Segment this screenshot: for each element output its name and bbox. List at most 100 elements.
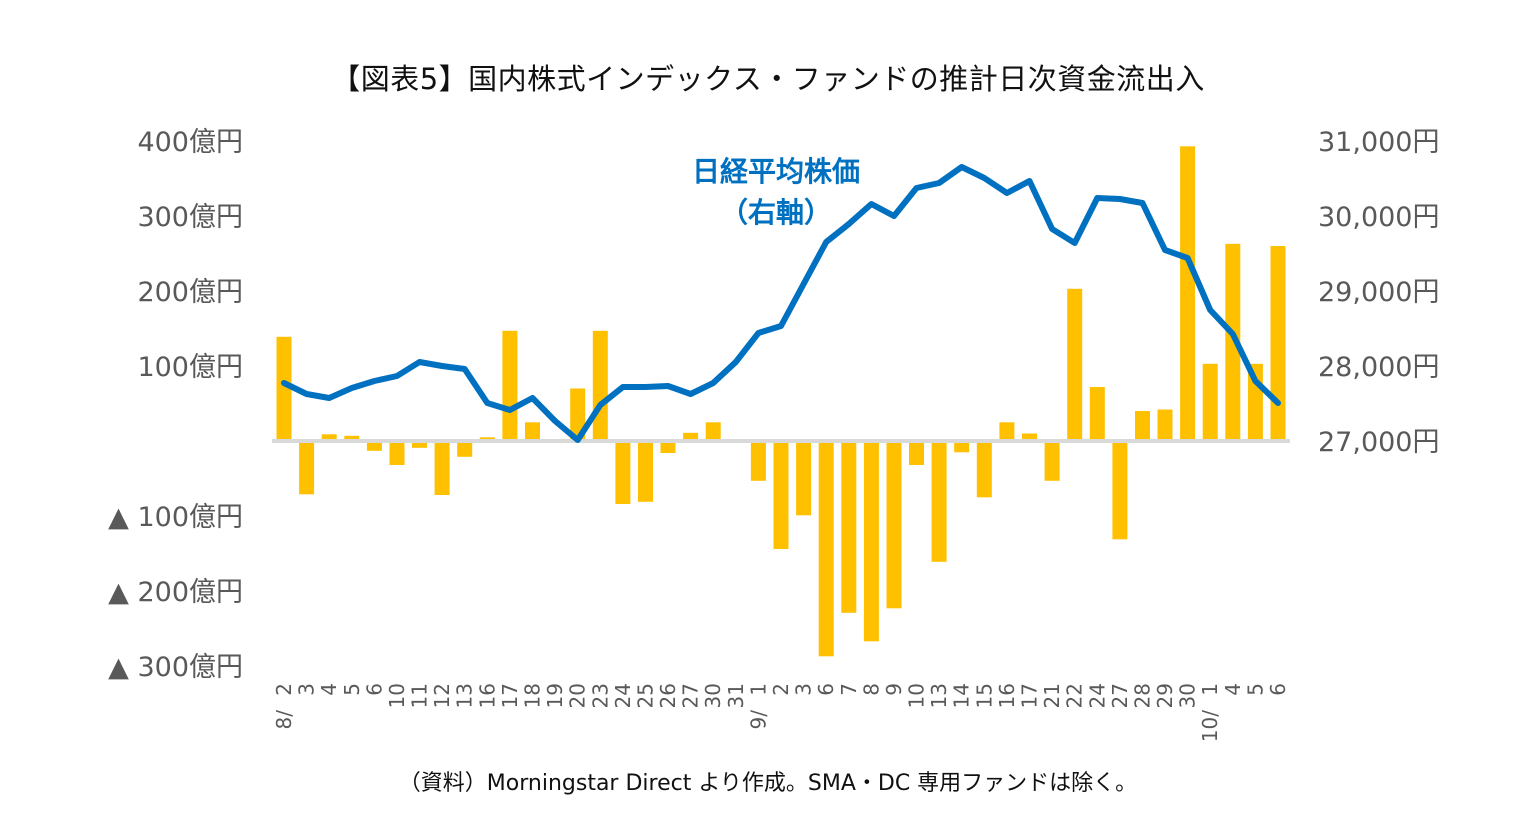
x-tick-label: 4 [317, 683, 341, 696]
x-tick-label: 7 [837, 683, 861, 696]
x-tick-label: 9 [882, 683, 906, 696]
right-axis-tick-label: 31,000円 [1318, 127, 1439, 158]
x-month-label: 8/ [272, 710, 296, 730]
right-axis-tick-label: 28,000円 [1318, 352, 1439, 383]
nikkei-line-series [281, 164, 1281, 443]
right-axis-ticks: 31,000円 30,000円 29,000円 28,000円 27,000円 [1318, 127, 1439, 458]
x-tick-label: 30 [1176, 683, 1200, 708]
bar-6 [412, 441, 427, 448]
bar-series [276, 146, 1286, 657]
series-annotation-axis: （右軸） [720, 196, 832, 229]
bar-35 [1067, 288, 1083, 442]
x-tick-label: 8 [859, 683, 883, 696]
right-axis-tick-label: 30,000円 [1318, 202, 1439, 233]
x-tick-label: 19 [543, 683, 567, 708]
x-tick-label: 24 [611, 683, 635, 708]
x-tick-label: 28 [1131, 683, 1155, 708]
x-axis-ticks: 28/3456101112131617181920232425262730311… [272, 683, 1290, 742]
x-tick-label: 29 [1153, 683, 1177, 708]
x-tick-label: 18 [521, 683, 545, 708]
x-tick-label: 1 [746, 683, 770, 696]
bar-4 [366, 441, 382, 451]
x-tick-label: 25 [634, 683, 658, 708]
bar-23 [796, 441, 812, 516]
x-tick-label: 20 [566, 683, 590, 708]
x-tick-label: 3 [295, 683, 319, 696]
bar-24 [818, 441, 834, 657]
bar-15 [615, 441, 631, 504]
left-axis-ticks: 400億円 300億円 200億円 100億円 ▲ 100億円 ▲ 200億円 ▲ 300億… [108, 127, 243, 683]
bar-17 [660, 441, 676, 453]
bar-18 [683, 432, 699, 442]
bar-42 [1225, 243, 1241, 442]
left-axis-tick-label: 100億円 [137, 352, 243, 383]
x-tick-label: 10 [905, 683, 929, 708]
bar-27 [886, 441, 902, 609]
bar-41 [1202, 363, 1218, 442]
bar-19 [705, 422, 721, 442]
x-tick-label: 13 [927, 683, 951, 708]
bar-25 [841, 441, 857, 613]
x-tick-label: 2 [769, 683, 793, 696]
bar-10 [502, 330, 518, 442]
bar-7 [434, 441, 450, 495]
x-tick-label: 12 [430, 683, 454, 708]
left-axis-tick-label: ▲ 200億円 [108, 577, 243, 608]
bar-3 [344, 435, 360, 442]
left-axis-tick-label: ▲ 100億円 [108, 502, 243, 533]
x-tick-label: 27 [679, 683, 703, 708]
x-tick-label: 17 [498, 683, 522, 708]
x-tick-label: 13 [453, 683, 477, 708]
bar-36 [1089, 387, 1105, 441]
left-axis-tick-label: 300億円 [137, 202, 243, 233]
x-tick-label: 1 [1198, 683, 1222, 696]
x-month-label: 10/ [1198, 710, 1222, 742]
bar-22 [773, 441, 789, 549]
x-tick-label: 2 [272, 683, 296, 696]
x-tick-label: 3 [792, 683, 816, 696]
bar-21 [750, 441, 766, 481]
bar-28 [909, 441, 924, 465]
x-tick-label: 22 [1063, 683, 1087, 708]
bar-29 [931, 441, 947, 562]
x-tick-label: 10 [385, 683, 409, 708]
left-axis-tick-label: 200億円 [137, 277, 243, 308]
x-tick-label: 6 [1266, 683, 1290, 696]
bar-13 [570, 388, 586, 441]
left-axis-tick-label: 400億円 [137, 127, 243, 158]
bar-32 [999, 422, 1015, 442]
bar-2 [321, 434, 337, 442]
bar-44 [1270, 246, 1286, 441]
source-note: （資料）Morningstar Direct より作成。SMA・DC 専用ファン… [398, 771, 1138, 796]
bar-38 [1135, 411, 1150, 441]
bar-11 [525, 422, 540, 442]
bar-37 [1112, 441, 1128, 540]
bar-14 [592, 330, 608, 442]
bar-5 [389, 441, 405, 465]
x-tick-label: 5 [340, 683, 364, 696]
x-tick-label: 6 [362, 683, 386, 696]
bar-26 [863, 441, 879, 642]
x-tick-label: 31 [724, 683, 748, 708]
x-tick-label: 30 [701, 683, 725, 708]
bar-33 [1022, 433, 1037, 441]
x-tick-label: 16 [475, 683, 499, 708]
x-tick-label: 15 [972, 683, 996, 708]
x-tick-label: 4 [1221, 683, 1245, 696]
bar-0 [276, 336, 292, 442]
x-tick-label: 26 [656, 683, 680, 708]
x-tick-label: 6 [814, 683, 838, 696]
x-month-label: 9/ [746, 710, 770, 730]
x-tick-label: 11 [408, 683, 432, 708]
x-tick-label: 17 [1018, 683, 1042, 708]
x-tick-label: 27 [1108, 683, 1132, 708]
bar-30 [954, 441, 970, 453]
bar-31 [976, 441, 992, 498]
x-tick-label: 24 [1085, 683, 1109, 708]
bar-1 [299, 441, 315, 495]
chart-title: 【図表5】国内株式インデックス・ファンドの推計日次資金流出入 [331, 62, 1205, 96]
right-axis-tick-label: 29,000円 [1318, 277, 1439, 308]
right-axis-tick-label: 27,000円 [1318, 427, 1439, 458]
bar-39 [1157, 409, 1173, 441]
